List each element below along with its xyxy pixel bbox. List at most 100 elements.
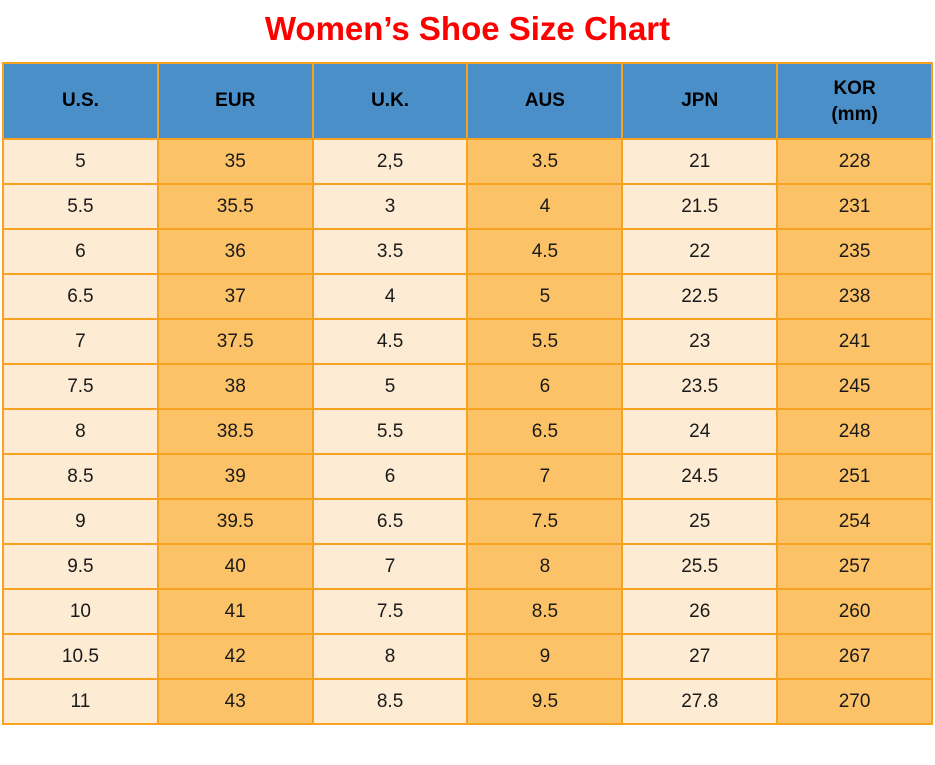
table-row: 10 41 7.5 8.5 26 260 (2, 588, 933, 635)
table-row: 10.5 42 8 9 27 267 (2, 633, 933, 680)
table-row: 5.5 35.5 3 4 21.5 231 (2, 183, 933, 230)
cell-uk: 6 (311, 453, 469, 500)
cell-eur: 35.5 (156, 183, 314, 230)
cell-aus: 8.5 (466, 588, 624, 635)
cell-uk: 8.5 (311, 678, 469, 725)
cell-jpn: 25.5 (621, 543, 779, 590)
cell-us: 10.5 (2, 633, 159, 680)
cell-uk: 6.5 (311, 498, 469, 545)
column-header-label: U.K. (371, 89, 410, 111)
cell-us: 9 (2, 498, 159, 545)
cell-jpn: 26 (621, 588, 779, 635)
cell-aus: 6 (466, 363, 624, 410)
cell-aus: 7.5 (466, 498, 624, 545)
cell-uk: 4 (311, 273, 469, 320)
cell-kor: 267 (776, 633, 933, 680)
column-header-label: JPN (681, 89, 719, 111)
column-header-aus: AUS (466, 62, 624, 140)
cell-aus: 4 (466, 183, 624, 230)
cell-jpn: 27 (621, 633, 779, 680)
cell-us: 10 (2, 588, 159, 635)
cell-uk: 5 (311, 363, 469, 410)
cell-jpn: 23.5 (621, 363, 779, 410)
cell-kor: 251 (776, 453, 933, 500)
cell-eur: 36 (156, 228, 314, 275)
column-header-us: U.S. (2, 62, 159, 140)
cell-us: 5.5 (2, 183, 159, 230)
table-row: 6 36 3.5 4.5 22 235 (2, 228, 933, 275)
column-header-label: EUR (215, 89, 256, 111)
cell-uk: 7 (311, 543, 469, 590)
cell-uk: 7.5 (311, 588, 469, 635)
cell-jpn: 27.8 (621, 678, 779, 725)
cell-aus: 5.5 (466, 318, 624, 365)
cell-uk: 3.5 (311, 228, 469, 275)
size-table-body: 5 35 2,5 3.5 21 228 5.5 35.5 3 4 21.5 231 6 36 3.5 4.5 2… (2, 138, 933, 725)
cell-aus: 9 (466, 633, 624, 680)
table-row: 5 35 2,5 3.5 21 228 (2, 138, 933, 185)
cell-us: 6 (2, 228, 159, 275)
cell-eur: 37 (156, 273, 314, 320)
cell-eur: 35 (156, 138, 314, 185)
cell-kor: 248 (776, 408, 933, 455)
column-header-kor: KOR (mm) (776, 62, 933, 140)
cell-eur: 43 (156, 678, 314, 725)
cell-uk: 5.5 (311, 408, 469, 455)
cell-kor: 270 (776, 678, 933, 725)
table-row: 9 39.5 6.5 7.5 25 254 (2, 498, 933, 545)
cell-us: 7 (2, 318, 159, 365)
cell-eur: 42 (156, 633, 314, 680)
cell-us: 8 (2, 408, 159, 455)
cell-aus: 9.5 (466, 678, 624, 725)
cell-uk: 2,5 (311, 138, 469, 185)
cell-jpn: 23 (621, 318, 779, 365)
cell-aus: 6.5 (466, 408, 624, 455)
cell-eur: 37.5 (156, 318, 314, 365)
cell-us: 8.5 (2, 453, 159, 500)
cell-eur: 39.5 (156, 498, 314, 545)
column-header-sublabel: (mm) (831, 103, 878, 125)
cell-uk: 4.5 (311, 318, 469, 365)
cell-kor: 241 (776, 318, 933, 365)
table-row: 9.5 40 7 8 25.5 257 (2, 543, 933, 590)
column-header-label: KOR (833, 78, 876, 100)
table-row: 11 43 8.5 9.5 27.8 270 (2, 678, 933, 725)
table-header: U.S. EUR U.K. AUS JPN KOR (mm) (2, 62, 933, 140)
table-row: 6.5 37 4 5 22.5 238 (2, 273, 933, 320)
table-row: 8.5 39 6 7 24.5 251 (2, 453, 933, 500)
cell-kor: 231 (776, 183, 933, 230)
column-header-label: AUS (524, 89, 565, 111)
cell-kor: 260 (776, 588, 933, 635)
cell-jpn: 22 (621, 228, 779, 275)
cell-us: 5 (2, 138, 159, 185)
cell-us: 6.5 (2, 273, 159, 320)
table-row: 8 38.5 5.5 6.5 24 248 (2, 408, 933, 455)
cell-jpn: 21.5 (621, 183, 779, 230)
cell-eur: 40 (156, 543, 314, 590)
cell-kor: 235 (776, 228, 933, 275)
cell-aus: 4.5 (466, 228, 624, 275)
table-row: 7 37.5 4.5 5.5 23 241 (2, 318, 933, 365)
cell-uk: 8 (311, 633, 469, 680)
cell-us: 7.5 (2, 363, 159, 410)
cell-jpn: 22.5 (621, 273, 779, 320)
cell-eur: 41 (156, 588, 314, 635)
column-header-jpn: JPN (621, 62, 779, 140)
cell-eur: 38 (156, 363, 314, 410)
cell-jpn: 24.5 (621, 453, 779, 500)
column-header-uk: U.K. (311, 62, 469, 140)
cell-eur: 38.5 (156, 408, 314, 455)
cell-kor: 245 (776, 363, 933, 410)
cell-jpn: 24 (621, 408, 779, 455)
cell-eur: 39 (156, 453, 314, 500)
column-header-label: U.S. (61, 89, 99, 111)
cell-kor: 257 (776, 543, 933, 590)
cell-jpn: 21 (621, 138, 779, 185)
cell-us: 9.5 (2, 543, 159, 590)
page-title: Women’s Shoe Size Chart (264, 10, 671, 47)
cell-kor: 254 (776, 498, 933, 545)
table-row: 7.5 38 5 6 23.5 245 (2, 363, 933, 410)
cell-uk: 3 (311, 183, 469, 230)
cell-kor: 238 (776, 273, 933, 320)
cell-us: 11 (2, 678, 159, 725)
